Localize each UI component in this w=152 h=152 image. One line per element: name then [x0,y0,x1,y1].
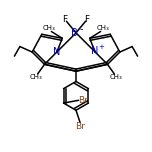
Text: Br: Br [75,122,85,131]
Text: CH₃: CH₃ [96,25,109,31]
Text: -: - [79,24,83,34]
Text: +: + [98,44,104,50]
Text: CH₃: CH₃ [43,25,56,31]
Text: N: N [53,47,60,57]
Text: N: N [92,46,99,56]
Text: Br: Br [78,96,88,105]
Text: F: F [84,15,90,24]
Text: CH₃: CH₃ [30,74,43,80]
Text: B: B [71,28,78,38]
Text: CH₃: CH₃ [109,74,122,80]
Text: F: F [62,15,68,24]
